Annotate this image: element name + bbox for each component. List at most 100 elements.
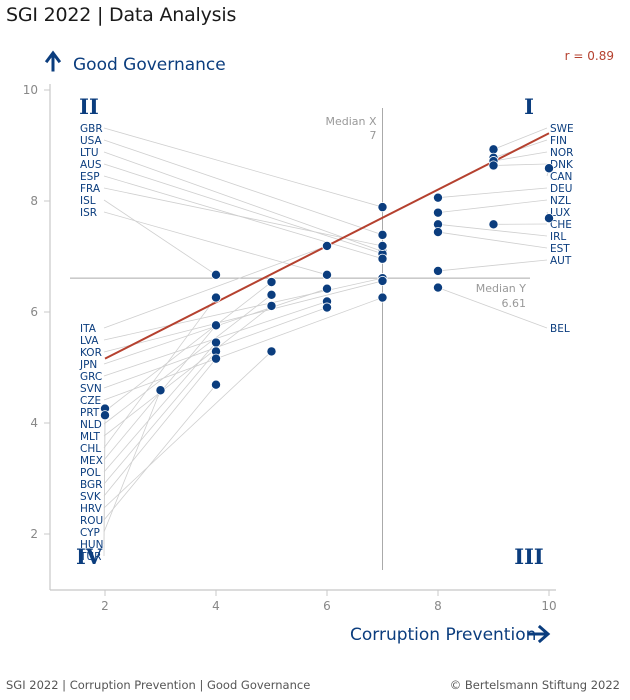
data-point [377, 275, 388, 286]
point-label: CZE [80, 395, 101, 407]
point-label: MLT [80, 431, 100, 443]
point-label: JPN [79, 359, 97, 371]
data-point [432, 282, 443, 293]
data-point [432, 207, 443, 218]
leader-line [103, 187, 383, 247]
data-point [100, 410, 111, 421]
data-point [377, 202, 388, 213]
data-point [321, 240, 332, 251]
leader-line [103, 390, 161, 533]
point-label: NLD [80, 419, 102, 431]
leader-line [437, 199, 548, 214]
data-point [321, 302, 332, 313]
leader-line [103, 281, 272, 413]
point-label: EST [550, 243, 570, 255]
leader-line [437, 223, 548, 237]
data-point [488, 144, 499, 155]
leader-line [437, 287, 548, 329]
point-label: ROU [80, 515, 103, 527]
data-point [210, 269, 221, 280]
leader-line [103, 305, 272, 437]
leader-line [103, 277, 383, 341]
leader-line [103, 351, 272, 509]
point-label: DEU [550, 183, 572, 195]
point-label: NZL [550, 195, 571, 207]
leader-line [103, 163, 383, 255]
data-point [210, 292, 221, 303]
footer-copyright: © Bertelsmann Stiftung 2022 [449, 678, 620, 692]
quadrant-label-3: III [514, 544, 543, 569]
point-label: USA [80, 135, 103, 147]
median-y-value: 6.61 [502, 297, 527, 310]
point-label: GRC [80, 371, 102, 383]
data-point [544, 213, 555, 224]
point-label: CAN [550, 171, 572, 183]
x-tick-label: 6 [323, 599, 331, 613]
point-label: ISL [80, 195, 96, 207]
data-point [432, 227, 443, 238]
data-point [377, 240, 388, 251]
leader-line [103, 342, 217, 473]
leader-line [103, 384, 217, 521]
point-label: DNK [550, 159, 574, 171]
x-tick-label: 4 [212, 599, 220, 613]
leader-line [437, 187, 548, 199]
leader-line [103, 245, 328, 329]
data-point [155, 385, 166, 396]
x-tick-label: 10 [541, 599, 556, 613]
point-label: HUN [80, 539, 103, 551]
point-label: POL [80, 467, 101, 479]
leader-line [103, 351, 217, 485]
point-label: CYP [80, 527, 100, 539]
leader-line [493, 163, 548, 166]
y-tick-label: 6 [30, 305, 38, 319]
median-x-value: 7 [370, 129, 377, 142]
point-label: KOR [80, 347, 102, 359]
data-point [377, 229, 388, 240]
point-label: PRT [80, 407, 100, 419]
point-label: LVA [80, 335, 99, 347]
point-label: HRV [80, 503, 103, 515]
data-point [544, 163, 555, 174]
y-tick-label: 4 [30, 416, 38, 430]
y-tick-label: 2 [30, 527, 38, 541]
data-point [210, 320, 221, 331]
point-label: CHE [550, 219, 572, 231]
quadrant-label-1: I [524, 94, 534, 119]
leader-line [437, 231, 548, 249]
point-label: TUR [79, 551, 101, 563]
leader-line [103, 127, 383, 208]
x-tick-label: 2 [101, 599, 109, 613]
point-label: GBR [80, 123, 103, 135]
correlation-label: r = 0.89 [565, 49, 614, 63]
point-label: ITA [80, 323, 97, 335]
median-y-label: Median Y [476, 282, 527, 295]
leader-line [493, 127, 548, 150]
leader-line [493, 151, 548, 162]
leader-line [437, 259, 548, 272]
data-point [266, 289, 277, 300]
point-label: CHL [80, 443, 101, 455]
point-label: ESP [80, 171, 100, 183]
point-label: IRL [550, 231, 566, 243]
point-label: AUS [80, 159, 102, 171]
data-point [377, 292, 388, 303]
point-label: BEL [550, 323, 570, 335]
point-label: ISR [80, 207, 97, 219]
y-axis-title: Good Governance [73, 55, 226, 75]
point-label: NOR [550, 147, 573, 159]
point-label: MEX [80, 455, 103, 467]
median-x-label: Median X [325, 115, 377, 128]
quadrant-label-2: II [79, 94, 99, 119]
leader-line [103, 415, 106, 557]
data-point [266, 346, 277, 357]
page-title: SGI 2022 | Data Analysis [6, 4, 237, 26]
data-point [377, 253, 388, 264]
leader-line [103, 199, 217, 276]
data-point [488, 160, 499, 171]
x-axis-title: Corruption Prevention [350, 625, 536, 645]
data-point [266, 277, 277, 288]
quadrant-label-4: IV [76, 544, 103, 569]
point-label: SVK [80, 491, 102, 503]
data-point [266, 300, 277, 311]
